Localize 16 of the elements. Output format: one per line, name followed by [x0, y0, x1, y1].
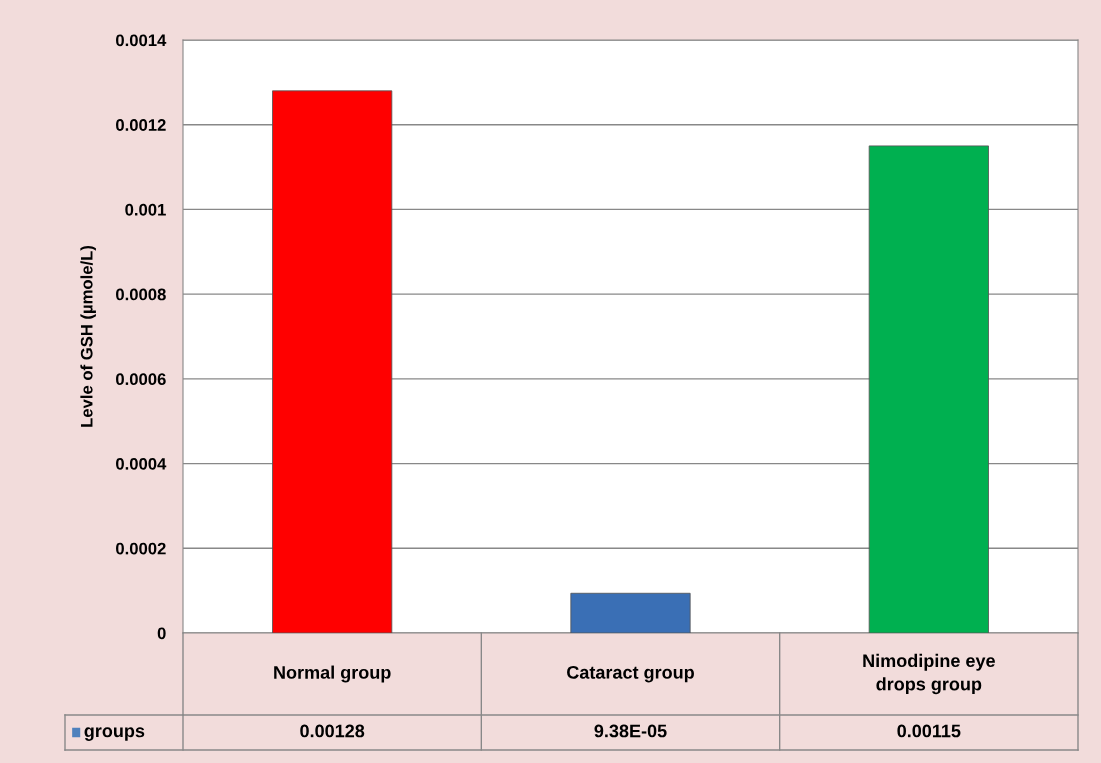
data-label: 0.00128	[300, 724, 365, 738]
data-label: 0.00115	[897, 724, 961, 738]
x-tick-label: Normal group	[274, 665, 391, 683]
y-tick-label: 0.0014	[116, 34, 167, 47]
text: groups	[84, 727, 145, 741]
y-tick-label: 0.0012	[116, 119, 166, 131]
y-tick-label: 0.0006	[116, 373, 166, 386]
y-tick-label: 0.0008	[116, 288, 166, 301]
y-tick-label: 0.001	[125, 203, 166, 216]
y-tick-label: 0	[157, 627, 166, 640]
y-tick-label: 0.0004	[116, 457, 167, 470]
x-tick-label: Cataract group	[567, 665, 694, 683]
x-tick-label: Nimodipine eye drops group	[863, 653, 995, 695]
y-axis-title: Levle of GSH (µmole/L)	[80, 245, 96, 427]
y-tick-label: 0.0002	[116, 542, 166, 555]
data-label: 9.38E-05	[594, 724, 667, 738]
